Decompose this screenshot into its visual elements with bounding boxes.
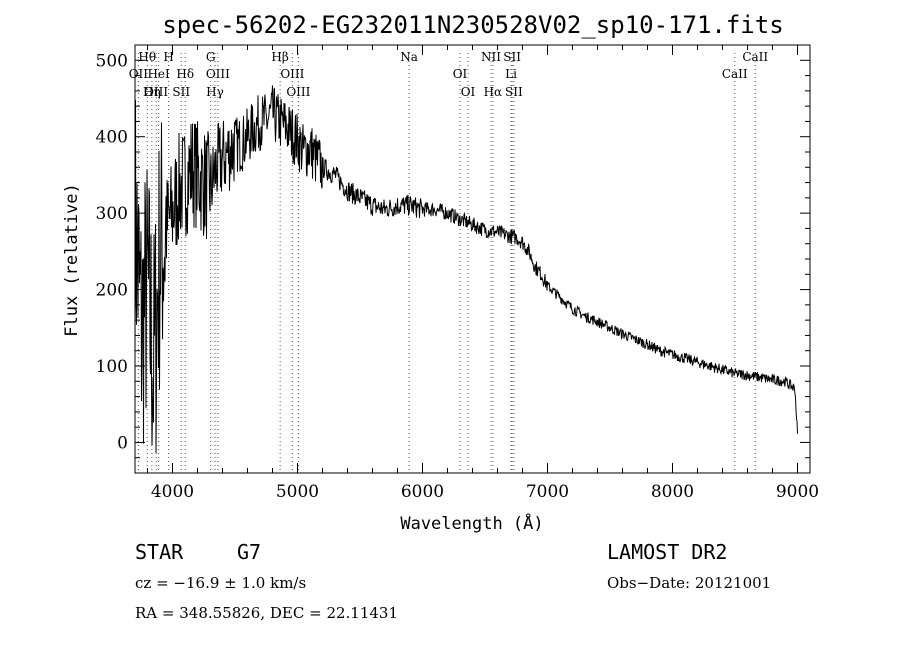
plot-frame <box>134 44 811 474</box>
redshift-cz: cz = −16.9 ± 1.0 km/s <box>135 574 307 592</box>
x-axis: 4000 5000 6000 7000 8000 9000 <box>147 45 819 502</box>
emission-line-label: OIII <box>286 85 310 99</box>
emission-line-label: OI <box>461 85 476 99</box>
y-tick-label: 400 <box>96 128 128 148</box>
emission-line-label: OII <box>129 67 149 81</box>
emission-line-label: Li <box>505 67 517 81</box>
object-subclass: G7 <box>237 540 262 564</box>
emission-line-label: CaII <box>742 50 768 64</box>
emission-line-label: H <box>163 50 173 64</box>
y-axis-label: Flux (relative) <box>62 183 82 337</box>
y-tick-label: 500 <box>96 51 128 71</box>
emission-line-label: OIII <box>206 67 230 81</box>
ra-dec-coordinates: RA = 348.55826, DEC = 22.11431 <box>135 604 399 622</box>
emission-line-label: OIII <box>280 67 304 81</box>
spectrum-chart: spec-56202-EG232011N230528V02_sp10-171.f… <box>62 11 819 534</box>
emission-line-label: SII <box>503 50 521 64</box>
emission-line-label: HeI <box>147 67 170 81</box>
emission-line-labels: Hθ OII OIII HeI Hη HHδ SII G OIII Hγ Hβ OIII OIII Na O… <box>129 50 769 99</box>
emission-line-label: SII <box>505 85 523 99</box>
x-tick-label: 6000 <box>401 482 444 502</box>
emission-line-label: G <box>206 50 216 64</box>
emission-line-label: Hθ <box>138 50 156 64</box>
y-tick-label: 0 <box>117 433 128 453</box>
x-tick-label: 5000 <box>276 482 319 502</box>
emission-line-label: OIII <box>144 85 168 99</box>
x-tick-label: 9000 <box>776 482 819 502</box>
emission-line-label: Hγ <box>206 85 224 99</box>
emission-line-label: OI <box>453 67 468 81</box>
emission-line-label: Hα <box>484 85 503 99</box>
x-tick-label: 8000 <box>651 482 694 502</box>
survey-name: LAMOST DR2 <box>607 540 728 564</box>
emission-line-label: Hβ <box>271 50 288 64</box>
y-tick-label: 300 <box>96 204 128 224</box>
emission-line-label: NII <box>481 50 501 64</box>
emission-line-label: Hδ <box>176 67 194 81</box>
y-tick-label: 100 <box>96 357 128 377</box>
observation-date: Obs−Date: 20121001 <box>607 574 772 592</box>
y-axis: 0 100 200 300 400 500 <box>96 44 810 474</box>
x-axis-label: Wavelength (Å) <box>400 512 543 534</box>
object-class: STAR <box>135 540 184 564</box>
emission-line-markers <box>137 53 756 473</box>
x-tick-label: 7000 <box>526 482 569 502</box>
chart-title: spec-56202-EG232011N230528V02_sp10-171.f… <box>162 11 783 39</box>
emission-line-label: SII <box>172 85 190 99</box>
emission-line-label: Na <box>400 50 418 64</box>
emission-line-label: CaII <box>722 67 748 81</box>
emission-line-label: Hη <box>143 85 161 99</box>
y-tick-label: 200 <box>96 281 128 301</box>
x-tick-label: 4000 <box>151 482 194 502</box>
spectrum-line <box>134 85 798 453</box>
